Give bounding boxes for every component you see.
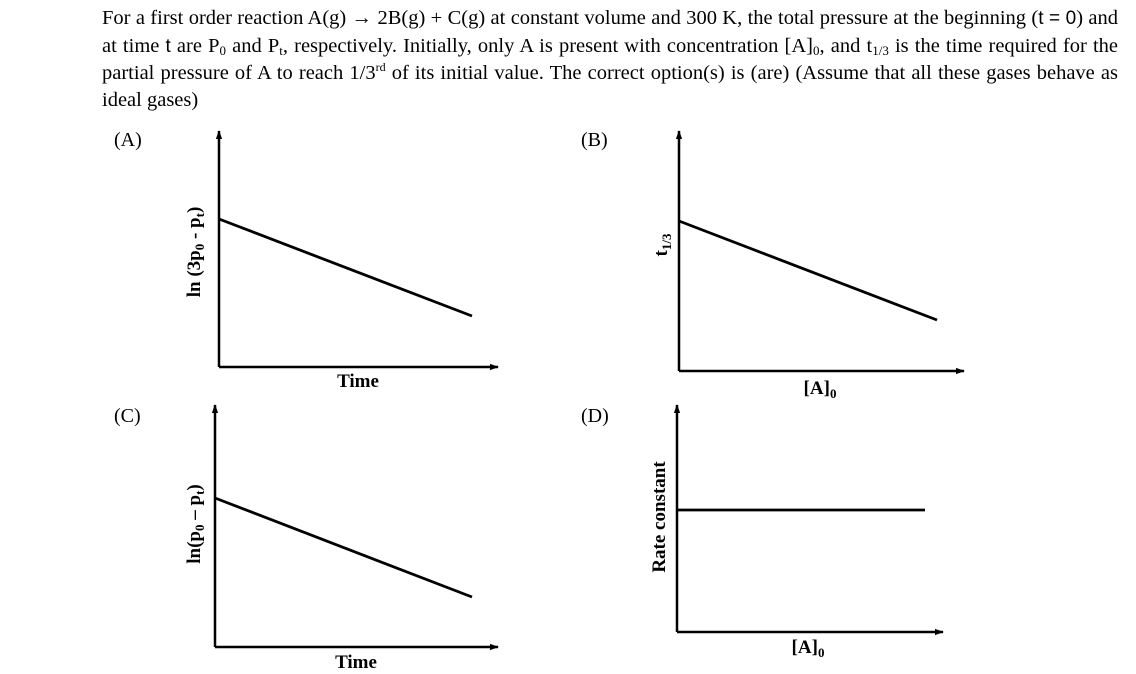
graph-a-y-label: ln (3p0 - pt) [184, 207, 207, 298]
graph-c: Time ln(p0 – pt) [184, 404, 499, 673]
question-text: For a first order reaction A(g) → 2B(g) … [102, 7, 1119, 111]
graph-c-x-label: Time [335, 652, 377, 673]
graph-c-plot-line [214, 496, 473, 599]
graph-d-y-label: Rate constant [649, 461, 670, 573]
option-d-label: (D) [581, 405, 609, 427]
graph-a: Time ln (3p0 - pt) [184, 130, 499, 392]
option-a-label: (A) [114, 129, 142, 151]
graph-a-plot-line [218, 217, 473, 318]
graph-b-x-label: [A]0 [804, 378, 837, 401]
option-b-label: (B) [581, 129, 608, 151]
graph-b-y-label: t1/3 [651, 233, 674, 256]
graph-d-x-label: [A]0 [792, 637, 825, 660]
graph-b-plot-line [678, 219, 938, 322]
option-c-label: (C) [114, 405, 141, 427]
graph-d: [A]0 Rate constant [649, 404, 944, 660]
graph-a-x-label: Time [337, 371, 379, 392]
graph-b: [A]0 t1/3 [651, 130, 965, 401]
graph-c-y-label: ln(p0 – pt) [184, 484, 207, 564]
